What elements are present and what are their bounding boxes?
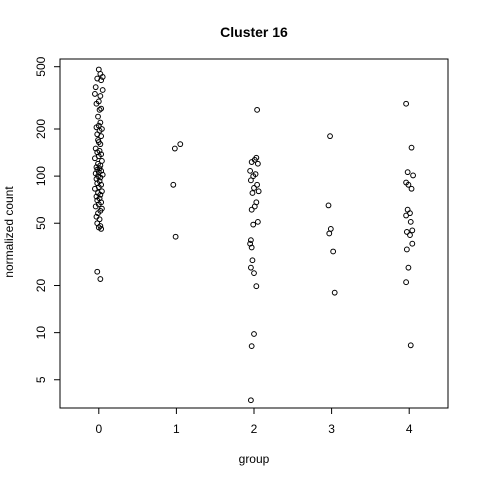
data-point: [254, 106, 261, 113]
data-point: [251, 203, 258, 210]
data-point: [253, 283, 260, 290]
data-point: [248, 206, 255, 213]
data-point: [95, 210, 101, 217]
data-point: [408, 144, 415, 151]
data-point: [98, 226, 105, 232]
data-point: [325, 202, 332, 209]
chart-title: Cluster 16: [220, 24, 288, 40]
data-point: [99, 87, 106, 93]
data-point: [171, 145, 178, 152]
y-axis-label: normalized count: [2, 186, 16, 278]
data-point: [97, 93, 104, 99]
data-point: [410, 172, 416, 179]
data-point: [92, 155, 98, 162]
data-point: [177, 141, 184, 148]
data-point: [403, 229, 410, 235]
data-point: [98, 133, 105, 140]
data-point: [248, 343, 255, 350]
data-point: [250, 221, 257, 228]
data-point: [97, 223, 104, 229]
data-point: [250, 173, 257, 180]
data-point: [93, 100, 100, 107]
data-point: [254, 218, 261, 225]
data-point: [326, 230, 333, 237]
plot-frame: [59, 58, 449, 409]
x-tick-label: 2: [251, 422, 258, 436]
y-tick-label: 100: [34, 166, 48, 186]
y-tick-label: 5: [34, 376, 48, 383]
data-point: [93, 164, 100, 171]
data-point: [404, 206, 411, 213]
y-tick-label: 20: [34, 279, 48, 293]
data-points: [92, 66, 416, 404]
data-point: [97, 119, 104, 126]
data-point: [327, 226, 334, 232]
data-point: [254, 160, 261, 167]
data-point: [95, 169, 102, 176]
data-point: [95, 113, 101, 120]
data-point: [403, 279, 410, 286]
data-point: [248, 177, 254, 184]
data-point: [249, 257, 256, 264]
data-point: [407, 342, 414, 349]
data-point: [327, 133, 333, 140]
data-point: [172, 233, 179, 240]
data-point: [93, 124, 100, 131]
y-tick-label: 10: [34, 326, 48, 340]
data-point: [403, 212, 410, 219]
x-axis-label: group: [239, 452, 270, 466]
x-tick-label: 0: [95, 422, 102, 436]
data-point: [409, 240, 416, 247]
data-point: [94, 268, 101, 275]
data-point: [251, 331, 257, 337]
data-point: [251, 270, 257, 277]
data-point: [404, 169, 411, 176]
y-tick-label: 200: [34, 119, 48, 139]
data-point: [92, 185, 98, 192]
data-point: [251, 185, 257, 191]
data-point: [330, 248, 337, 255]
data-point: [407, 218, 414, 225]
x-axis: 0 1 2 3 4: [95, 408, 413, 436]
data-point: [405, 264, 412, 271]
data-point: [97, 141, 104, 148]
data-point: [405, 181, 412, 188]
data-point: [92, 91, 98, 97]
x-tick-label: 3: [328, 422, 335, 436]
x-tick-label: 1: [173, 422, 180, 436]
data-point: [248, 244, 255, 251]
data-point: [249, 190, 256, 196]
data-point: [255, 188, 262, 195]
data-point: [407, 232, 413, 238]
data-point: [254, 181, 261, 188]
data-point: [331, 289, 338, 296]
data-point: [99, 74, 106, 80]
data-point: [98, 77, 105, 84]
data-point: [408, 185, 415, 192]
data-point: [409, 227, 416, 234]
data-point: [92, 84, 99, 91]
data-point: [403, 246, 410, 253]
data-point: [170, 181, 177, 188]
data-point: [248, 237, 254, 244]
data-point: [403, 100, 410, 107]
y-axis: 5 10 20 50 100 200 500: [34, 56, 60, 383]
data-point: [96, 106, 103, 113]
data-point: [248, 397, 254, 404]
data-point: [98, 105, 105, 112]
data-point: [248, 159, 255, 165]
data-point: [92, 203, 99, 210]
data-point: [248, 264, 254, 271]
data-point: [97, 276, 104, 282]
data-point: [247, 167, 254, 174]
y-tick-label: 500: [34, 56, 48, 76]
x-tick-label: 4: [406, 422, 413, 436]
y-tick-label: 50: [34, 216, 48, 230]
